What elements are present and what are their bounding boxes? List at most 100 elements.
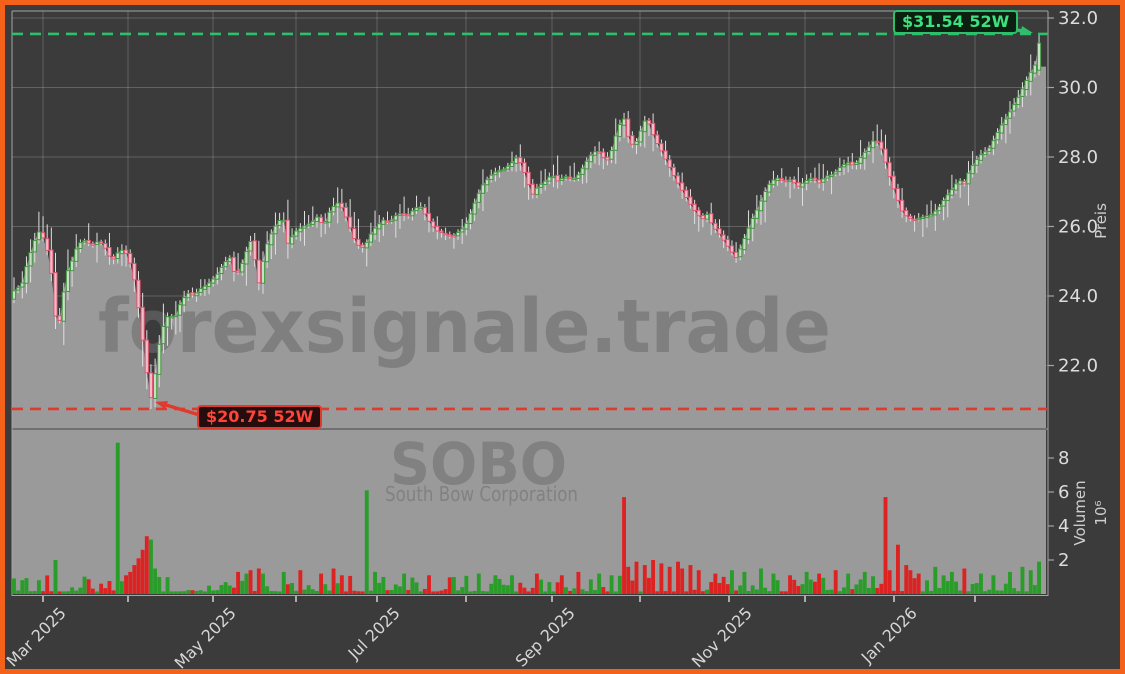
candle-body xyxy=(111,256,116,260)
candle-body xyxy=(443,232,448,236)
candle-body xyxy=(700,215,705,220)
candle-body xyxy=(738,248,743,258)
candle-body xyxy=(900,199,905,212)
candle-body xyxy=(211,278,216,284)
volume-bar xyxy=(360,591,365,594)
candle-body xyxy=(397,213,403,216)
candle-body xyxy=(24,266,29,284)
candle-body xyxy=(173,314,178,318)
candle-body xyxy=(592,151,598,156)
volume-bar xyxy=(937,588,942,594)
candle-body xyxy=(642,120,647,133)
volume-bar xyxy=(36,580,41,594)
candle-body xyxy=(704,213,710,220)
volume-bar xyxy=(178,591,182,594)
volume-bar xyxy=(157,577,162,594)
candle-body xyxy=(335,202,340,208)
candle-body xyxy=(970,164,975,175)
volume-bar xyxy=(754,589,759,594)
candle-body xyxy=(717,228,722,235)
candle-body xyxy=(447,234,452,237)
volume-bar xyxy=(368,590,373,594)
volume-bar xyxy=(149,539,153,594)
volume-bar xyxy=(696,570,701,594)
candle-body xyxy=(439,230,444,234)
volume-bar xyxy=(497,578,502,594)
volume-bar xyxy=(655,591,660,594)
candle-body xyxy=(1028,71,1033,82)
volume-bar xyxy=(642,565,647,594)
candle-body xyxy=(385,220,390,223)
candle-body xyxy=(140,306,145,341)
candle-body xyxy=(530,183,535,195)
candlesticks xyxy=(11,33,1042,409)
volume-bar xyxy=(920,591,925,594)
volume-bar xyxy=(842,587,846,594)
x-tick-label: May 2025 xyxy=(171,603,240,672)
volume-bar xyxy=(837,591,842,594)
candle-body xyxy=(949,189,954,196)
volume-bar xyxy=(161,591,166,594)
watermark-domain: forexsignale.trade xyxy=(98,284,831,370)
x-tick-label: Sep 2025 xyxy=(512,603,579,670)
volume-bar xyxy=(381,576,386,594)
candle-body xyxy=(281,219,286,223)
volume-bar xyxy=(825,589,830,594)
volume-bar xyxy=(576,571,581,594)
candle-body xyxy=(854,162,859,165)
candle-body xyxy=(638,130,643,143)
volume-bar xyxy=(821,577,826,594)
candle-body xyxy=(219,266,224,275)
candle-body xyxy=(231,256,237,273)
candle-body xyxy=(501,168,506,172)
candle-body xyxy=(128,253,133,264)
volume-bar xyxy=(331,568,336,594)
candle-body xyxy=(202,285,208,290)
volume-bar xyxy=(443,589,448,594)
candle-body xyxy=(937,206,942,212)
volume-bar xyxy=(813,581,817,594)
price-tick-label: 30.0 xyxy=(1058,78,1098,99)
candle-body xyxy=(945,194,950,201)
volume-bar xyxy=(746,590,751,594)
volume-bar xyxy=(1024,591,1029,594)
volume-tick-label: 8 xyxy=(1058,448,1069,469)
volume-bar xyxy=(763,587,768,594)
candle-body xyxy=(497,169,502,173)
candle-body xyxy=(28,252,33,267)
volume-bar xyxy=(866,587,871,594)
candle-body xyxy=(613,135,618,151)
volume-bar xyxy=(1003,583,1008,594)
price-tick-label: 32.0 xyxy=(1058,8,1098,29)
candle-body xyxy=(194,292,199,297)
candle-body xyxy=(812,177,818,181)
price-tick-label: 28.0 xyxy=(1058,147,1098,168)
candle-body xyxy=(879,141,884,150)
volume-bar xyxy=(896,544,900,594)
candle-body xyxy=(331,205,336,213)
candle-body xyxy=(680,182,685,191)
candle-body xyxy=(132,262,137,281)
volume-bar xyxy=(688,565,693,594)
volume-bar xyxy=(659,563,664,594)
candle-body xyxy=(1007,111,1013,119)
volume-bar xyxy=(348,575,353,594)
candle-body xyxy=(671,166,676,177)
candle-body xyxy=(584,160,589,170)
candle-body xyxy=(630,135,635,145)
candle-body xyxy=(377,223,382,230)
low-arrow-line xyxy=(165,403,204,418)
volume-bar xyxy=(954,581,958,594)
volume-bar xyxy=(414,582,419,594)
candle-body xyxy=(800,182,805,188)
volume-bar xyxy=(57,591,62,594)
candle-body xyxy=(576,174,581,179)
volume-bar xyxy=(713,573,718,594)
volume-bar xyxy=(169,591,174,594)
candle-body xyxy=(74,248,79,262)
volume-bar xyxy=(136,558,141,594)
candle-body xyxy=(314,216,320,222)
candle-body xyxy=(339,202,344,209)
candle-body xyxy=(617,123,622,138)
volume-bar xyxy=(725,584,730,594)
